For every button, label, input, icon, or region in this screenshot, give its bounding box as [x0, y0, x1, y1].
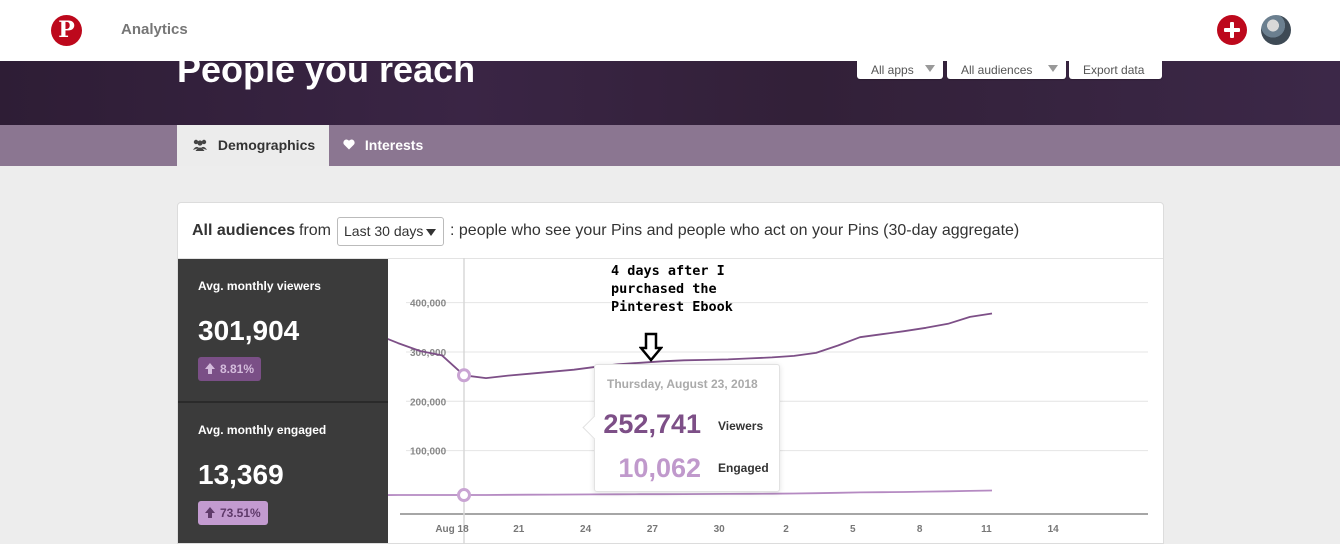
audience-label: All audiences — [192, 222, 296, 239]
avatar[interactable] — [1261, 15, 1291, 45]
arrow-down-icon — [639, 332, 663, 362]
engaged-change-badge: 73.51% — [198, 501, 268, 525]
tab-demographics[interactable]: Demographics — [177, 125, 329, 166]
y-tick-label: 100,000 — [410, 447, 447, 458]
x-tick-label: 5 — [850, 524, 856, 535]
heart-icon — [343, 139, 355, 150]
top-bar: P Analytics — [0, 0, 1340, 61]
tab-interests-label: Interests — [364, 137, 424, 153]
app-title[interactable]: Analytics — [121, 21, 188, 38]
people-icon — [193, 139, 207, 151]
x-tick-label: Aug 18 — [435, 524, 469, 535]
tooltip-engaged-value: 10,062 — [618, 453, 701, 483]
tooltip-engaged-label: Engaged — [718, 461, 769, 475]
pinterest-logo-icon[interactable]: P — [51, 15, 82, 46]
card-description: : people who see your Pins and people wh… — [450, 222, 1020, 239]
x-tick-label: 14 — [1048, 524, 1060, 535]
caret-down-icon — [925, 65, 935, 72]
from-label: from — [299, 222, 331, 239]
all-apps-dropdown[interactable]: All apps — [857, 61, 943, 79]
x-tick-label: 21 — [513, 524, 525, 535]
all-apps-label: All apps — [871, 63, 914, 77]
tab-interests[interactable]: Interests — [343, 125, 423, 166]
highlight-point-engaged — [457, 488, 471, 503]
export-data-button[interactable]: Export data — [1069, 61, 1162, 79]
stat-divider — [178, 401, 388, 403]
y-tick-label: 200,000 — [410, 397, 447, 408]
y-tick-label: 400,000 — [410, 299, 447, 310]
engaged-stat-label: Avg. monthly engaged — [198, 423, 327, 437]
viewers-stat-panel[interactable]: Avg. monthly viewers 301,904 8.81% — [178, 259, 388, 401]
page-title: People you reach — [177, 61, 476, 90]
x-tick-label: 2 — [783, 524, 789, 535]
engaged-change-value: 73.51% — [220, 506, 261, 520]
viewers-stat-label: Avg. monthly viewers — [198, 279, 321, 293]
date-range-select[interactable]: Last 30 days — [337, 217, 444, 246]
tab-demographics-label: Demographics — [217, 137, 316, 153]
engaged-stat-panel[interactable]: Avg. monthly engaged 13,369 73.51% — [178, 403, 388, 543]
tooltip-viewers-value: 252,741 — [603, 409, 701, 439]
page-header: People you reach All apps All audiences … — [0, 61, 1340, 125]
all-audiences-label: All audiences — [961, 63, 1033, 77]
all-audiences-dropdown[interactable]: All audiences — [947, 61, 1066, 79]
viewers-change-badge: 8.81% — [198, 357, 262, 381]
card-header: All audiences from Last 30 days : people… — [178, 203, 1163, 259]
arrow-up-icon — [205, 507, 215, 518]
add-pin-button[interactable] — [1217, 15, 1247, 45]
highlight-point-viewers — [457, 368, 471, 383]
x-tick-label: 24 — [580, 524, 592, 535]
caret-down-icon — [426, 229, 436, 236]
x-tick-label: 11 — [981, 524, 992, 535]
tooltip-date: Thursday, August 23, 2018 — [607, 377, 758, 391]
tab-bar: Demographics Interests — [0, 125, 1340, 166]
arrow-up-icon — [205, 363, 215, 374]
x-tick-label: 27 — [647, 524, 659, 535]
export-data-label: Export data — [1083, 63, 1145, 77]
date-range-value: Last 30 days — [344, 223, 424, 239]
engaged-stat-value: 13,369 — [198, 459, 284, 490]
viewers-stat-value: 301,904 — [198, 315, 300, 346]
caret-down-icon — [1048, 65, 1058, 72]
tooltip-viewers-label: Viewers — [718, 419, 764, 433]
viewers-change-value: 8.81% — [220, 362, 255, 376]
chart-tooltip: Thursday, August 23, 2018 252,741 Viewer… — [594, 364, 780, 492]
annotation-text: 4 days after I purchased the Pinterest E… — [611, 263, 733, 315]
x-tick-label: 30 — [714, 524, 726, 535]
x-tick-label: 8 — [917, 524, 923, 535]
